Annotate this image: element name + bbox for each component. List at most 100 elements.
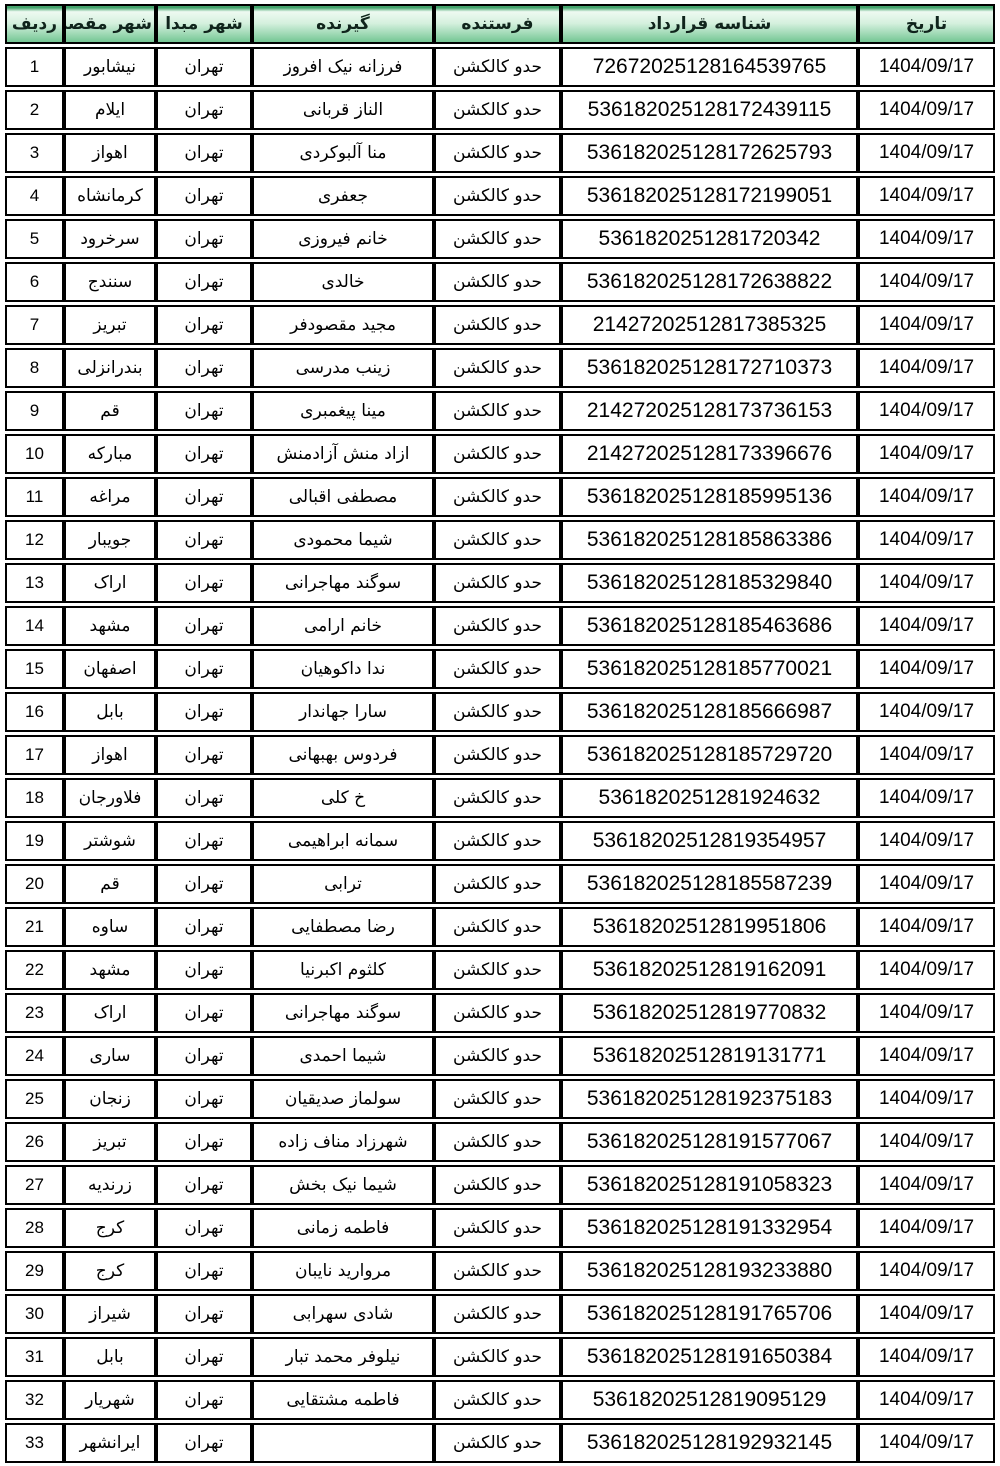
origin-city-cell: تهران	[156, 176, 252, 216]
sender-cell: حدو کالکشن	[434, 133, 561, 173]
contract-id-cell: 536182025128192932145	[561, 1423, 858, 1463]
column-header-date: تاریخ	[858, 4, 995, 44]
date-cell: 1404/09/17	[858, 1423, 995, 1463]
contract-id-cell: 536182025128185770021	[561, 649, 858, 689]
receiver-cell: مینا پیغمبری	[252, 391, 434, 431]
origin-city-cell: تهران	[156, 47, 252, 87]
date-cell: 1404/09/17	[858, 778, 995, 818]
date-cell: 1404/09/17	[858, 907, 995, 947]
table-row: 1404/09/17 53618202512819770832 حدو کالک…	[5, 993, 995, 1033]
receiver-cell: سوگند مهاجرانی	[252, 993, 434, 1033]
contract-id-cell: 53618202512819951806	[561, 907, 858, 947]
origin-city-cell: تهران	[156, 305, 252, 345]
table-row: 1404/09/17 536182025128172638822 حدو کال…	[5, 262, 995, 302]
receiver-cell: جعفری	[252, 176, 434, 216]
contract-id-cell: 536182025128191058323	[561, 1165, 858, 1205]
row-number-cell: 9	[5, 391, 64, 431]
receiver-cell: مروارید نایبان	[252, 1251, 434, 1291]
table-row: 1404/09/17 536182025128185863386 حدو کال…	[5, 520, 995, 560]
destination-city-cell: شوشتر	[64, 821, 156, 861]
destination-city-cell: قم	[64, 391, 156, 431]
receiver-cell: ندا داکوهیان	[252, 649, 434, 689]
date-cell: 1404/09/17	[858, 1122, 995, 1162]
table-row: 1404/09/17 536182025128191058323 حدو کال…	[5, 1165, 995, 1205]
table-row: 1404/09/17 536182025128185729720 حدو کال…	[5, 735, 995, 775]
table-row: 1404/09/17 5361820251281924632 حدو کالکش…	[5, 778, 995, 818]
date-cell: 1404/09/17	[858, 348, 995, 388]
receiver-cell: سارا جهاندار	[252, 692, 434, 732]
date-cell: 1404/09/17	[858, 864, 995, 904]
origin-city-cell: تهران	[156, 692, 252, 732]
sender-cell: حدو کالکشن	[434, 90, 561, 130]
sender-cell: حدو کالکشن	[434, 1079, 561, 1119]
contract-id-cell: 536182025128191332954	[561, 1208, 858, 1248]
receiver-cell: سمانه ابراهیمی	[252, 821, 434, 861]
sender-cell: حدو کالکشن	[434, 1423, 561, 1463]
receiver-cell: نیلوفر محمد تبار	[252, 1337, 434, 1377]
sender-cell: حدو کالکشن	[434, 864, 561, 904]
row-number-cell: 28	[5, 1208, 64, 1248]
sender-cell: حدو کالکشن	[434, 176, 561, 216]
date-cell: 1404/09/17	[858, 950, 995, 990]
contract-id-cell: 214272025128173736153	[561, 391, 858, 431]
contract-id-cell: 536182025128185463686	[561, 606, 858, 646]
receiver-cell: خ کلی	[252, 778, 434, 818]
row-number-cell: 31	[5, 1337, 64, 1377]
receiver-cell: شادی سهرابی	[252, 1294, 434, 1334]
origin-city-cell: تهران	[156, 1122, 252, 1162]
row-number-cell: 17	[5, 735, 64, 775]
contract-id-cell: 536182025128192375183	[561, 1079, 858, 1119]
destination-city-cell: ساری	[64, 1036, 156, 1076]
date-cell: 1404/09/17	[858, 1165, 995, 1205]
table-row: 1404/09/17 53618202512819131771 حدو کالک…	[5, 1036, 995, 1076]
receiver-cell: خالدی	[252, 262, 434, 302]
table-row: 1404/09/17 21427202512817385325 حدو کالک…	[5, 305, 995, 345]
origin-city-cell: تهران	[156, 1036, 252, 1076]
table-row: 1404/09/17 536182025128172710373 حدو کال…	[5, 348, 995, 388]
receiver-cell: رضا مصطفایی	[252, 907, 434, 947]
receiver-cell	[252, 1423, 434, 1463]
origin-city-cell: تهران	[156, 1294, 252, 1334]
table-row: 1404/09/17 536182025128191765706 حدو کال…	[5, 1294, 995, 1334]
destination-city-cell: بابل	[64, 1337, 156, 1377]
date-cell: 1404/09/17	[858, 219, 995, 259]
table-row: 1404/09/17 53618202512819951806 حدو کالک…	[5, 907, 995, 947]
date-cell: 1404/09/17	[858, 477, 995, 517]
row-number-cell: 12	[5, 520, 64, 560]
date-cell: 1404/09/17	[858, 1294, 995, 1334]
receiver-cell: کلثوم اکبرنیا	[252, 950, 434, 990]
receiver-cell: ترابی	[252, 864, 434, 904]
row-number-cell: 32	[5, 1380, 64, 1420]
contract-id-cell: 536182025128172638822	[561, 262, 858, 302]
sender-cell: حدو کالکشن	[434, 305, 561, 345]
receiver-cell: مجید مقصودفر	[252, 305, 434, 345]
contract-id-cell: 536182025128172439115	[561, 90, 858, 130]
contract-id-cell: 5361820251281924632	[561, 778, 858, 818]
sender-cell: حدو کالکشن	[434, 520, 561, 560]
date-cell: 1404/09/17	[858, 606, 995, 646]
date-cell: 1404/09/17	[858, 1036, 995, 1076]
origin-city-cell: تهران	[156, 950, 252, 990]
table-row: 1404/09/17 536182025128172199051 حدو کال…	[5, 176, 995, 216]
destination-city-cell: کرج	[64, 1251, 156, 1291]
row-number-cell: 27	[5, 1165, 64, 1205]
date-cell: 1404/09/17	[858, 133, 995, 173]
contract-id-cell: 536182025128185587239	[561, 864, 858, 904]
date-cell: 1404/09/17	[858, 735, 995, 775]
contract-id-cell: 21427202512817385325	[561, 305, 858, 345]
date-cell: 1404/09/17	[858, 90, 995, 130]
receiver-cell: ازاد منش آزادمنش	[252, 434, 434, 474]
sender-cell: حدو کالکشن	[434, 219, 561, 259]
sender-cell: حدو کالکشن	[434, 1337, 561, 1377]
receiver-cell: خانم ارامی	[252, 606, 434, 646]
sender-cell: حدو کالکشن	[434, 391, 561, 431]
table-row: 1404/09/17 536182025128192375183 حدو کال…	[5, 1079, 995, 1119]
origin-city-cell: تهران	[156, 391, 252, 431]
contract-id-cell: 536182025128185329840	[561, 563, 858, 603]
destination-city-cell: مشهد	[64, 606, 156, 646]
origin-city-cell: تهران	[156, 606, 252, 646]
table-row: 1404/09/17 536182025128185666987 حدو کال…	[5, 692, 995, 732]
receiver-cell: فرزانه نیک افروز	[252, 47, 434, 87]
table-row: 1404/09/17 214272025128173396676 حدو کال…	[5, 434, 995, 474]
destination-city-cell: کرج	[64, 1208, 156, 1248]
